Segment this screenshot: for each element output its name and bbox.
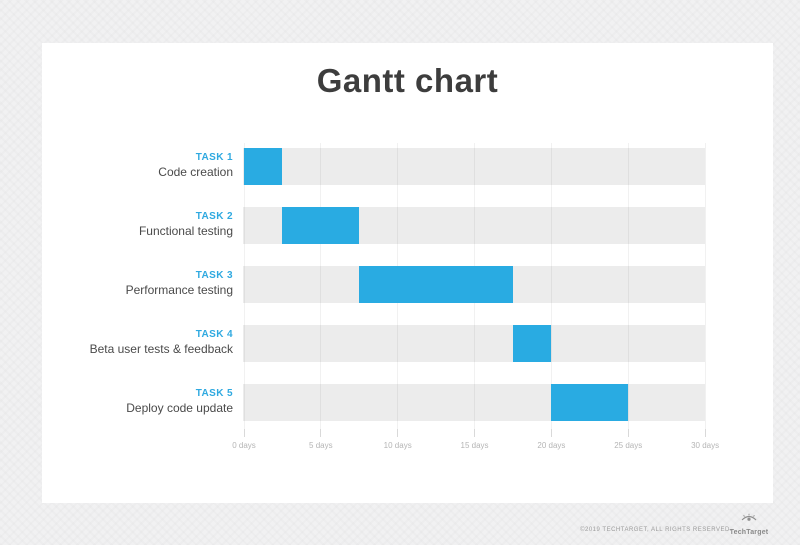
task-name-label: Code creation [158,165,233,179]
copyright-text: ©2019 TECHTARGET, ALL RIGHTS RESERVED. [580,527,732,533]
task-label: TASK 1 Code creation [33,151,233,179]
task-id-label: TASK 1 [195,152,233,163]
task-name-label: Beta user tests & feedback [89,342,233,356]
task-bar [359,266,513,303]
task-id-label: TASK 5 [195,388,233,399]
task-id-label: TASK 3 [195,270,233,281]
axis-tick-label: 30 days [691,441,720,450]
task-bar [282,207,360,244]
task-row-band [243,325,706,362]
axis-tick-label: 20 days [537,441,566,450]
gridline [704,143,706,429]
axis-tick-label: 0 days [232,441,256,450]
axis-tick [397,429,399,437]
axis-tick [474,429,476,437]
gridline [627,143,629,429]
task-name-label: Performance testing [125,283,233,297]
task-name-label: Functional testing [138,224,233,238]
chart-title: Gantt chart [316,62,499,99]
task-id-label: TASK 2 [195,211,233,222]
task-label: TASK 2 Functional testing [33,210,233,238]
axis-tick-label: 25 days [614,441,643,450]
task-name-label: Deploy code update [126,401,233,415]
gridline [243,143,245,429]
axis-tick [627,429,629,437]
gridline [320,143,322,429]
axis-tick-label: 15 days [460,441,489,450]
axis-tick [550,429,552,437]
eye-icon [740,510,758,527]
techtarget-wordmark: TechTarget [729,529,769,536]
axis-tick-label: 5 days [309,441,333,450]
task-bar [551,384,629,421]
task-id-label: TASK 4 [195,329,233,340]
axis-tick [320,429,322,437]
task-label: TASK 4 Beta user tests & feedback [33,328,233,356]
task-row-band [243,148,706,185]
task-label: TASK 5 Deploy code update [33,387,233,415]
techtarget-logo: TechTarget [728,510,770,536]
axis-tick [704,429,706,437]
axis-tick [243,429,245,437]
axis-tick-label: 10 days [383,441,412,450]
gridline [550,143,552,429]
task-bar [512,325,552,362]
task-bar [244,148,283,185]
task-label: TASK 3 Performance testing [33,269,233,297]
